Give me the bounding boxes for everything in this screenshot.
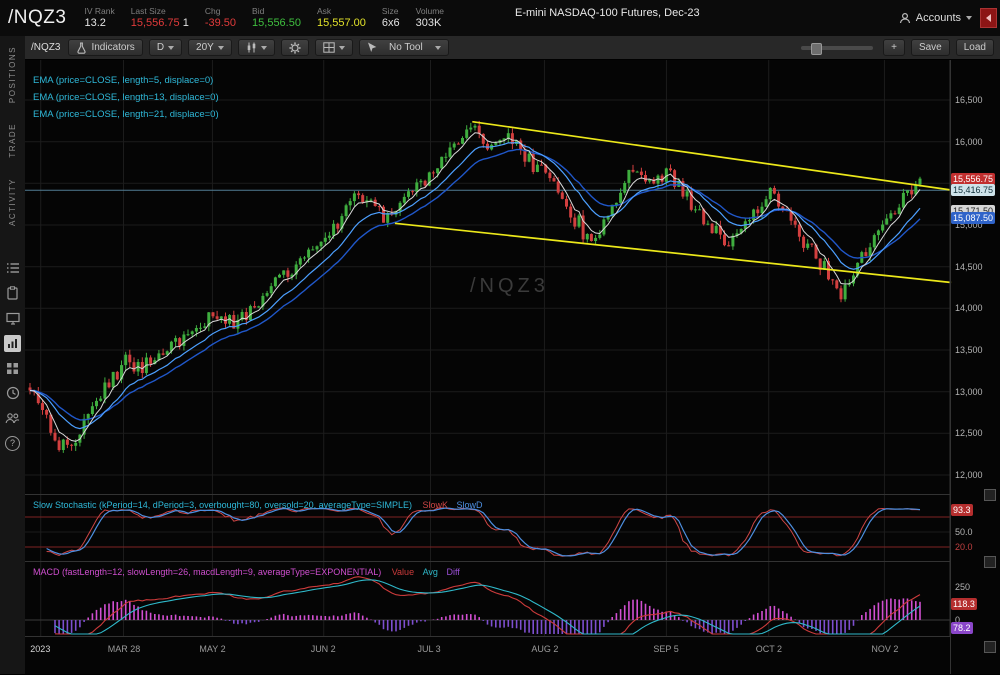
price-axis-separator	[950, 60, 951, 674]
last-qty: 1	[183, 17, 189, 29]
flask-icon	[76, 42, 87, 54]
macd-panel[interactable]	[25, 562, 1000, 636]
layout-grid-icon	[323, 42, 335, 53]
sidebar-icons: ?	[4, 260, 21, 452]
person-icon	[899, 12, 911, 24]
chg-value: -39.50	[205, 17, 236, 30]
caret-down-icon	[966, 16, 972, 20]
caret-down-icon	[339, 46, 345, 50]
size-label: Size	[382, 6, 400, 17]
thinkorswim-window: /NQZ3 IV Rank 13.2 Last Size 15,556.75 1…	[0, 0, 1000, 674]
load-button[interactable]: Load	[956, 39, 994, 56]
volume-value: 303K	[416, 17, 444, 30]
last-size-label: Last Size	[131, 6, 189, 17]
gear-icon	[289, 42, 301, 54]
layout-dropdown[interactable]	[315, 39, 353, 56]
chart-settings-button[interactable]	[281, 39, 309, 56]
time-axis-label: 2023	[30, 644, 50, 654]
size-field: Size 6x6	[382, 6, 400, 30]
bid-field: Bid 15,556.50	[252, 6, 301, 30]
timeframe-dropdown[interactable]: D	[149, 39, 182, 56]
panel-maximize-icon[interactable]	[984, 556, 996, 568]
symbol-title: /NQZ3	[8, 7, 66, 29]
iv-rank-field: IV Rank 13.2	[84, 6, 114, 30]
ask-value: 15,557.00	[317, 17, 366, 30]
caret-down-icon	[261, 46, 267, 50]
question-mark-glyph: ?	[5, 436, 20, 451]
quote-header: /NQZ3 IV Rank 13.2 Last Size 15,556.75 1…	[0, 0, 1000, 37]
indicators-button[interactable]: Indicators	[68, 39, 142, 56]
size-value: 6x6	[382, 17, 400, 30]
accounts-label: Accounts	[916, 12, 961, 24]
chart-symbol-label: /NQZ3	[31, 42, 60, 53]
time-axis-label: OCT 2	[756, 644, 782, 654]
volume-field: Volume 303K	[416, 6, 444, 30]
save-button[interactable]: Save	[911, 39, 950, 56]
ask-label: Ask	[317, 6, 366, 17]
accounts-menu[interactable]: Accounts	[899, 12, 972, 24]
drawing-tool-dropdown[interactable]: No Tool	[359, 39, 449, 56]
time-axis-label: SEP 5	[653, 644, 678, 654]
cursor-icon	[367, 42, 377, 53]
indicators-button-label: Indicators	[91, 42, 134, 53]
timeframe-value: D	[157, 42, 164, 53]
time-axis-label: MAR 28	[108, 644, 141, 654]
iv-rank-label: IV Rank	[84, 6, 114, 17]
chg-label: Chg	[205, 6, 236, 17]
bid-value: 15,556.50	[252, 17, 301, 30]
sidebar-tab-activity[interactable]: ACTIVITY	[8, 178, 17, 226]
caret-down-icon	[435, 46, 441, 50]
chart-type-dropdown[interactable]	[238, 39, 275, 56]
history-clock-icon[interactable]	[4, 385, 21, 402]
candlestick-icon	[246, 42, 257, 53]
time-axis: 2023 MAR 28 MAY 2 JUN 2 JUL 3 AUG 2 SEP 5 OCT 2…	[25, 636, 950, 675]
time-axis-label: AUG 2	[531, 644, 558, 654]
left-sidebar: POSITIONS TRADE ACTIVITY ?	[0, 36, 26, 674]
last-price: 15,556.75	[131, 17, 180, 29]
instrument-description: E-mini NASDAQ-100 Futures, Dec-23	[515, 7, 700, 19]
time-axis-label: MAY 2	[199, 644, 225, 654]
last-size-field: Last Size 15,556.75 1	[131, 6, 189, 30]
time-axis-label: NOV 2	[871, 644, 898, 654]
last-size-value: 15,556.75 1	[131, 17, 189, 30]
people-icon[interactable]	[4, 410, 21, 427]
caret-down-icon	[168, 46, 174, 50]
monitor-icon[interactable]	[4, 310, 21, 327]
chart-shell: /NQZ3 Indicators D 20Y	[25, 36, 1000, 674]
volume-label: Volume	[416, 6, 444, 17]
sidebar-tab-trade[interactable]: TRADE	[8, 123, 17, 158]
panel-maximize-icon[interactable]	[984, 489, 996, 501]
range-value: 20Y	[196, 42, 214, 53]
ask-field: Ask 15,557.00	[317, 6, 366, 30]
iv-rank-value: 13.2	[84, 17, 114, 30]
apps-grid-icon[interactable]	[4, 360, 21, 377]
caret-down-icon	[218, 46, 224, 50]
chart-toolbar: /NQZ3 Indicators D 20Y	[25, 36, 1000, 60]
help-icon[interactable]: ?	[4, 435, 21, 452]
time-axis-label: JUL 3	[418, 644, 441, 654]
chart-icon[interactable]	[4, 335, 21, 352]
list-icon[interactable]	[4, 260, 21, 277]
zoom-slider-handle[interactable]	[811, 43, 822, 55]
chevron-left-icon	[986, 14, 991, 22]
chg-field: Chg -39.50	[205, 6, 236, 30]
drawing-tool-value: No Tool	[389, 42, 423, 53]
zoom-slider[interactable]	[801, 46, 873, 50]
sidebar-tab-positions[interactable]: POSITIONS	[8, 46, 17, 103]
stochastic-panel	[25, 495, 1000, 561]
bid-label: Bid	[252, 6, 301, 17]
price-chart[interactable]: /NQZ3	[25, 60, 1000, 494]
chart-area: /NQZ3 2023 MAR 28 MAY 2 JUN 2 JUL 3 AUG 2 SEP …	[25, 60, 1000, 674]
svg-text:/NQZ3: /NQZ3	[470, 275, 549, 297]
collapse-panel-button[interactable]	[980, 8, 997, 28]
range-dropdown[interactable]: 20Y	[188, 39, 232, 56]
clipboard-icon[interactable]	[4, 285, 21, 302]
time-axis-label: JUN 2	[311, 644, 336, 654]
panel-maximize-icon[interactable]	[984, 641, 996, 653]
zoom-in-button[interactable]: +	[883, 39, 905, 56]
